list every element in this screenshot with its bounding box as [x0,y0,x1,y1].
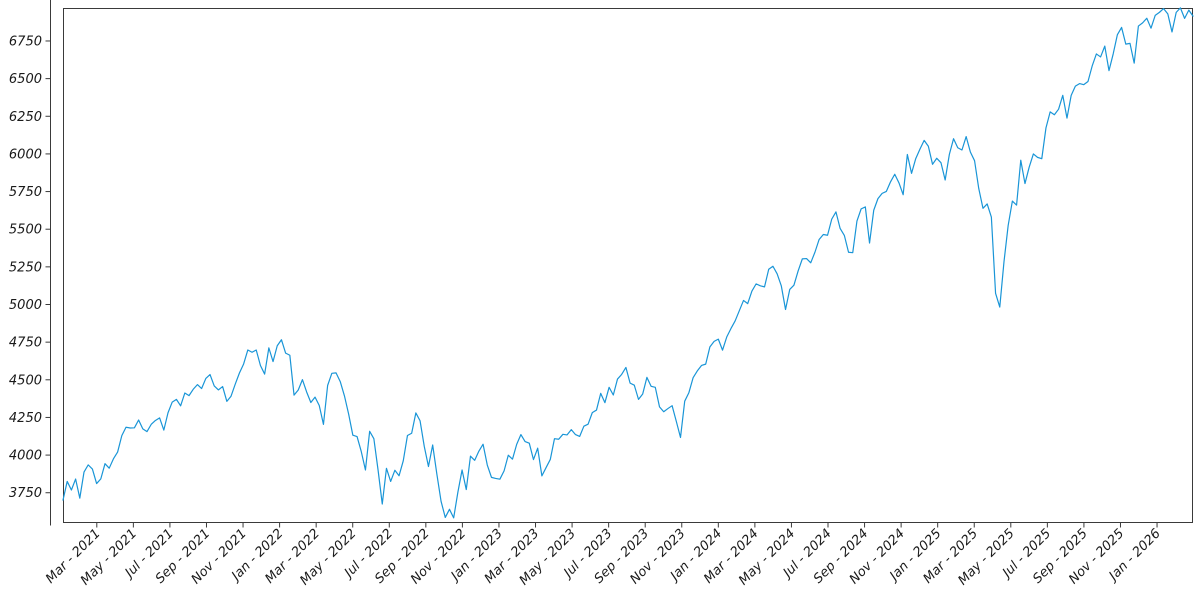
y-tick-label: 6500 [9,72,42,87]
plot-border [63,8,1193,523]
y-tick-label: 4250 [9,411,42,426]
y-tick-label: 4750 [9,336,42,351]
y-tick-label: 4500 [9,373,42,388]
y-tick-label: 6750 [9,34,42,49]
y-tick-label: 5500 [9,223,42,238]
y-tick-label: 3750 [9,486,42,501]
y-tick-label: 5000 [9,298,42,313]
price-line [62,7,1194,519]
y-tick-label: 6250 [9,110,42,125]
y-tick-label: 4000 [9,449,42,464]
y-tick-label: 6000 [9,147,42,162]
y-tick-label: 5250 [9,260,42,275]
y-tick-label: 5750 [9,185,42,200]
